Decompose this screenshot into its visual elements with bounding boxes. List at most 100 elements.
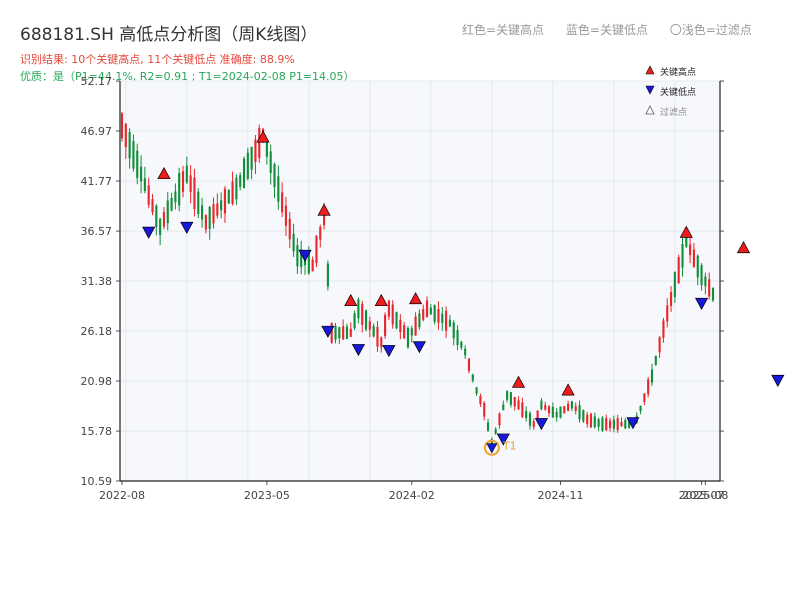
candle-body	[296, 245, 299, 267]
candle-body	[525, 410, 528, 419]
candle-body	[628, 420, 631, 428]
candle-body	[616, 418, 619, 431]
candle-body	[273, 164, 276, 188]
candle-body	[479, 396, 482, 405]
key-low-marker	[534, 418, 549, 431]
candle-body	[326, 263, 329, 287]
candle-body	[685, 236, 688, 247]
candle-body	[467, 358, 471, 372]
candle-body	[208, 206, 211, 229]
candle-body	[624, 419, 627, 429]
top-legend-red: 红色=关键高点	[462, 23, 545, 37]
candle-body	[372, 325, 375, 337]
y-tick-label: 15.78	[81, 425, 113, 438]
t1-ring	[483, 439, 500, 456]
grid-layer	[120, 80, 720, 482]
candle-body	[242, 158, 246, 189]
candle-body	[521, 402, 524, 417]
candle-body	[151, 199, 154, 213]
axis-layer: 52.17 46.97 41.77 36.57 31.38 26.18 20.98 15.78…	[81, 75, 729, 502]
candle-body	[555, 411, 558, 418]
candle-body	[589, 413, 593, 428]
candle-body	[536, 410, 539, 419]
candle-body	[361, 303, 364, 325]
candle-body	[673, 272, 676, 298]
x-tick-label: 2025-08	[682, 489, 728, 502]
candle-body	[490, 439, 493, 448]
candle-body	[155, 205, 158, 227]
candle-body	[288, 218, 291, 240]
legend-low-icon	[645, 85, 655, 95]
candle-body	[689, 244, 692, 256]
key-low-marker	[626, 417, 640, 430]
candle-body	[376, 326, 379, 347]
candle-body	[692, 249, 695, 267]
candle-body	[517, 400, 520, 410]
candle-body	[578, 405, 581, 420]
candle-body	[212, 204, 215, 224]
candle-body	[406, 327, 410, 348]
candle-body	[220, 200, 223, 211]
candle-body	[239, 175, 242, 187]
candle-body	[696, 255, 699, 278]
key-high-marker	[317, 203, 331, 216]
candle-body	[498, 413, 501, 426]
candle-body	[193, 177, 196, 209]
candle-body	[532, 421, 535, 427]
candle-body	[136, 150, 139, 179]
candle-body	[353, 313, 356, 329]
y-tick-label: 26.18	[81, 325, 113, 338]
t1-label: T1	[502, 440, 517, 453]
candle-body	[654, 355, 657, 365]
candle-body	[681, 243, 684, 268]
key-low-marker	[351, 344, 365, 357]
key-high-marker	[736, 241, 751, 254]
y-tick-label: 10.59	[81, 475, 113, 488]
key-low-marker	[382, 345, 396, 358]
x-tick-label: 2024-02	[389, 489, 435, 502]
candle-body	[448, 319, 451, 327]
candle-body	[708, 279, 711, 297]
candle-body	[349, 328, 352, 337]
candle-body	[677, 257, 680, 284]
candle-body	[486, 422, 490, 431]
candle-body	[277, 176, 280, 202]
candle-body	[132, 140, 135, 169]
candle-body	[124, 124, 127, 148]
top-legend: 红色=关键高点 蓝色=关键低点 〇浅色=过滤点	[462, 21, 752, 38]
candle-body	[323, 209, 326, 226]
candle-body	[475, 387, 478, 394]
candle-body	[422, 309, 425, 320]
candle-body	[216, 203, 219, 216]
y-tick-label: 36.57	[81, 225, 113, 238]
candle-layer	[120, 111, 715, 452]
y-tick-label: 46.97	[81, 125, 113, 138]
candle-body	[658, 337, 661, 353]
candle-body	[669, 292, 673, 307]
legend-filtered-label: 过滤点	[660, 106, 687, 118]
key-high-marker	[561, 383, 575, 396]
x-tick-label: 2025-07	[679, 489, 725, 502]
candle-body	[201, 205, 204, 220]
candle-body	[464, 348, 467, 356]
candle-body	[544, 405, 547, 410]
y-tick-label: 20.98	[81, 375, 113, 388]
candle-body	[410, 328, 413, 336]
candle-body	[601, 417, 604, 431]
candle-body	[433, 305, 436, 322]
y-tick-label: 41.77	[81, 175, 113, 188]
candle-body	[223, 188, 227, 214]
candle-body	[608, 420, 612, 428]
key-low-marker	[298, 249, 312, 262]
legend-high-label: 关键高点	[660, 66, 696, 78]
legend-low-label: 关键低点	[660, 86, 696, 98]
candle-body	[258, 128, 261, 159]
candle-body	[311, 259, 314, 272]
x-tick-label: 2024-11	[537, 489, 583, 502]
candle-body	[650, 369, 654, 383]
candle-body	[399, 319, 402, 333]
candle-body	[528, 413, 532, 426]
candle-body	[418, 313, 421, 328]
candle-body	[582, 410, 585, 422]
